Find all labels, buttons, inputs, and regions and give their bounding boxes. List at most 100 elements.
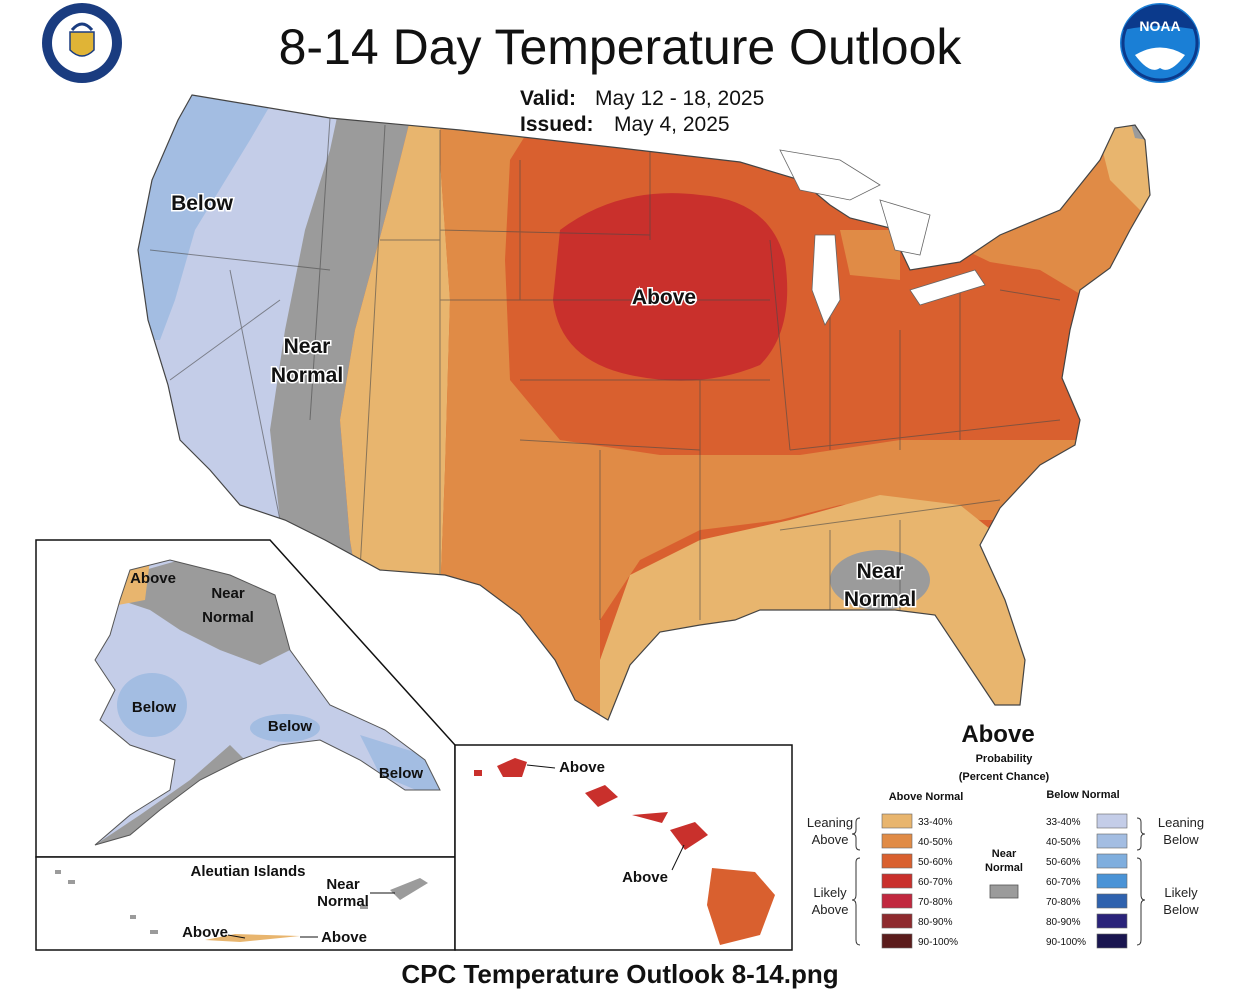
legend-above-bin-swatch <box>881 913 913 929</box>
zone-near-normal-southeast <box>830 550 930 610</box>
alaska-label-above: Above <box>130 570 176 587</box>
alaska-near-normal-south <box>95 745 245 845</box>
legend-above-bin-label: 33-40% <box>918 817 953 828</box>
legend-below-bin-swatch <box>1096 873 1128 889</box>
lake-huron <box>879 199 931 256</box>
legend-subtitle-1: Probability <box>976 753 1034 765</box>
legend-leaning-below-1: Leaning <box>1158 815 1204 830</box>
aleutians-label-above-left: Above <box>182 924 228 941</box>
alaska-label-below-panhandle: Below <box>379 765 424 782</box>
valid-value: May 12 - 18, 2025 <box>595 87 764 110</box>
conus-outline <box>137 94 1151 721</box>
issued-value: May 4, 2025 <box>614 113 730 136</box>
legend-below-bin-label: 80-90% <box>1046 917 1081 928</box>
legend-below-header: Below Normal <box>1046 789 1119 801</box>
alaska-below-south <box>250 714 320 742</box>
legend-above-bin-label: 40-50% <box>918 837 953 848</box>
legend-below-bin-swatch <box>1096 853 1128 869</box>
legend: Above Probability (Percent Chance) Above… <box>807 721 1204 949</box>
alaska-below-panhandle <box>360 735 440 800</box>
hawaii-kauai <box>497 758 527 777</box>
alaska-near-normal <box>110 560 300 665</box>
legend-title: Above <box>961 721 1034 748</box>
alaska-label-normal: Normal <box>202 609 254 626</box>
lake-superior <box>779 149 881 201</box>
alaska-inset: Above Near Normal Below Below Below <box>35 539 456 858</box>
legend-below-bin-label: 60-70% <box>1046 877 1081 888</box>
legend-below-bin-label: 33-40% <box>1046 817 1081 828</box>
lake-erie <box>909 269 986 306</box>
legend-likely-above-1: Likely <box>813 885 847 900</box>
legend-near-2: Normal <box>985 862 1023 874</box>
legend-above-bin-label: 80-90% <box>918 917 953 928</box>
hawaii-oahu <box>585 785 618 807</box>
legend-below-swatches: 33-40% 40-50% 50-60% 60-70% 70-80% 80-90% 90-1… <box>1046 813 1128 949</box>
label-west-near: Near <box>284 335 331 358</box>
noaa-logo: NOAA <box>1120 3 1200 83</box>
aleutians-above-islands <box>205 934 300 942</box>
legend-below-bin-label: 40-50% <box>1046 837 1081 848</box>
zone-above-33-40-west <box>340 95 450 600</box>
legend-leaning-above-1: Leaning <box>807 815 853 830</box>
legend-likely-above-2: Above <box>812 902 849 917</box>
legend-above-bin-swatch <box>881 873 913 889</box>
aleutians-label-near: Near <box>326 876 360 893</box>
aleutians-inset: Aleutian Islands Near Normal Above Above <box>35 856 456 951</box>
alaska-below-west <box>117 673 187 737</box>
legend-below-bin-swatch <box>1096 913 1128 929</box>
hawaii-label-above-top: Above <box>559 759 605 776</box>
label-west-below: Below <box>171 192 234 215</box>
legend-below-bin-label: 90-100% <box>1046 937 1086 948</box>
aleutians-title: Aleutian Islands <box>190 863 305 880</box>
legend-below-bin-label: 50-60% <box>1046 857 1081 868</box>
legend-above-bin-swatch <box>881 833 913 849</box>
hawaii-inset: Above Above <box>454 744 793 951</box>
noaa-logo-text: NOAA <box>1139 18 1180 34</box>
legend-above-bin-swatch <box>881 813 913 829</box>
legend-below-bin-swatch <box>1096 933 1128 949</box>
legend-subtitle-2: (Percent Chance) <box>959 771 1050 783</box>
legend-below-bin-swatch <box>1096 893 1128 909</box>
issued-label: Issued: <box>520 113 594 136</box>
aleutians-near-islands <box>390 878 428 900</box>
legend-above-bin-label: 90-100% <box>918 937 958 948</box>
hawaii-big-island <box>707 868 775 945</box>
zone-above-60-70 <box>553 193 788 381</box>
hawaii-maui <box>670 822 708 850</box>
aleutians-label-normal: Normal <box>317 893 369 910</box>
legend-above-header: Above Normal <box>889 791 964 803</box>
legend-above-swatches: 33-40% 40-50% 50-60% 60-70% 70-80% 80-90% 90-1… <box>881 813 958 949</box>
alaska-label-below-south: Below <box>268 718 313 735</box>
lake-michigan <box>811 234 841 326</box>
legend-above-bin-swatch <box>881 933 913 949</box>
zone-above-40-50-michigan <box>840 230 900 280</box>
legend-below-bin-swatch <box>1096 813 1128 829</box>
doc-seal-logo <box>42 3 122 83</box>
legend-below-bin-label: 70-80% <box>1046 897 1081 908</box>
legend-leaning-above-2: Above <box>812 832 849 847</box>
legend-below-bin-swatch <box>1096 833 1128 849</box>
legend-leaning-below-2: Below <box>1163 832 1199 847</box>
legend-above-bin-label: 70-80% <box>918 897 953 908</box>
page-title: 8-14 Day Temperature Outlook <box>279 19 963 75</box>
legend-above-bin-label: 50-60% <box>918 857 953 868</box>
legend-above-bin-swatch <box>881 893 913 909</box>
label-center-above: Above <box>632 286 696 309</box>
alaska-label-below-west: Below <box>132 699 177 716</box>
legend-above-bin-swatch <box>881 853 913 869</box>
legend-likely-below-2: Below <box>1163 902 1199 917</box>
aleutians-label-above-right: Above <box>321 929 367 946</box>
label-se-near: Near <box>857 560 904 583</box>
legend-likely-below-1: Likely <box>1164 885 1198 900</box>
legend-above-bin-label: 60-70% <box>918 877 953 888</box>
legend-near-1: Near <box>992 848 1017 860</box>
valid-label: Valid: <box>520 87 576 110</box>
label-se-normal: Normal <box>844 588 916 611</box>
figure-caption: CPC Temperature Outlook 8-14.png <box>401 959 838 989</box>
state-boundaries <box>149 117 1061 620</box>
label-west-normal: Normal <box>271 364 343 387</box>
legend-near-normal-swatch <box>989 884 1019 899</box>
hawaii-molokai <box>632 812 668 823</box>
alaska-label-near: Near <box>211 585 245 602</box>
